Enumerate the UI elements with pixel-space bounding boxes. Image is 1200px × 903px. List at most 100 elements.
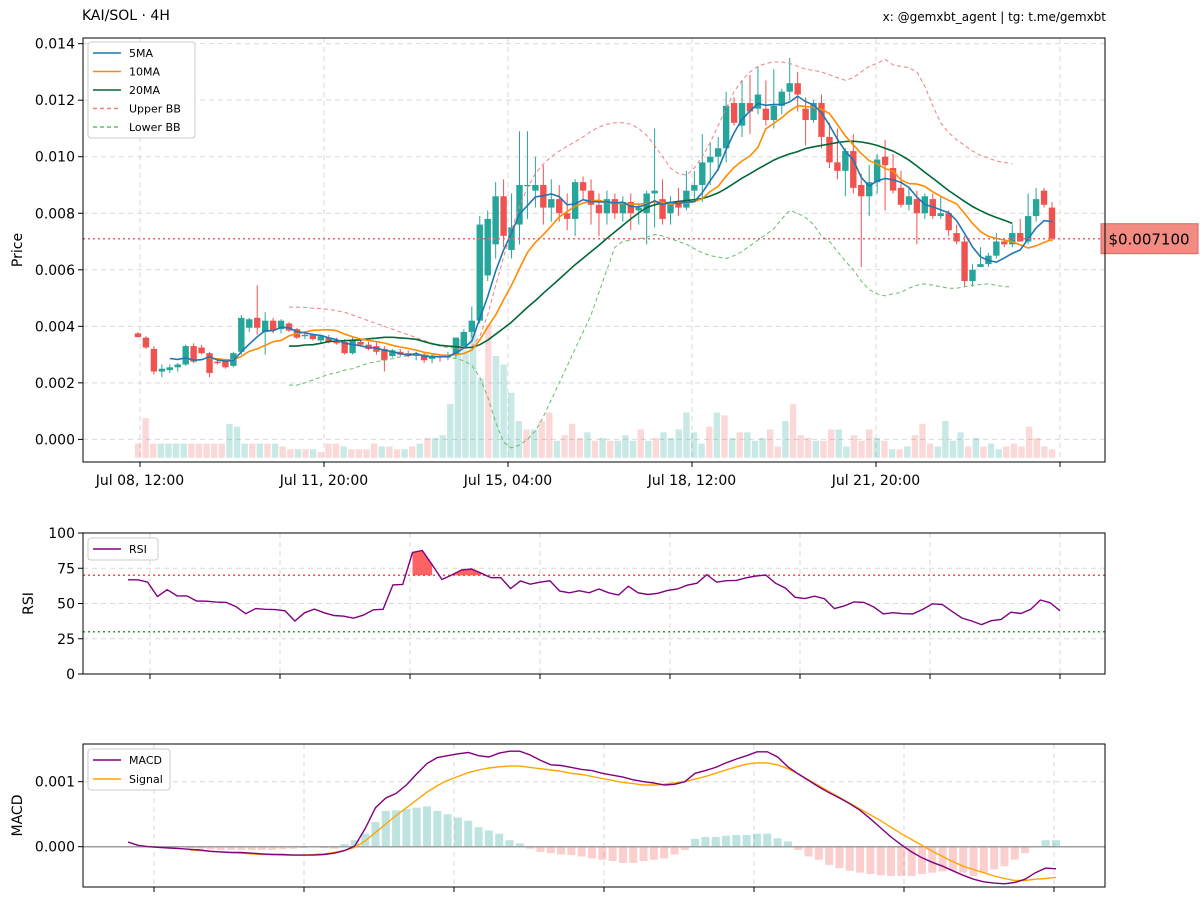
candle-body: [770, 105, 778, 120]
macd-histogram-bar: [453, 817, 462, 847]
macd-histogram-bar: [979, 846, 988, 873]
candle-body: [492, 196, 499, 245]
ma20-line: [289, 140, 1013, 349]
candle-body: [977, 264, 984, 267]
volume-bar: [660, 432, 667, 458]
candle-body: [794, 83, 801, 95]
macd-histogram-bar: [216, 846, 225, 850]
legend-label: Upper BB: [129, 103, 181, 116]
volume-bar: [637, 429, 644, 458]
candle-body: [866, 182, 873, 197]
volume-bar: [416, 443, 424, 458]
macd-histogram-bar: [856, 846, 865, 873]
volume-bar: [690, 432, 698, 458]
macd-histogram-bar: [495, 833, 504, 847]
volume-bar: [850, 435, 858, 458]
ma5-line: [169, 95, 1053, 362]
candle-body: [659, 199, 666, 219]
price-panel: $0.007100 0.000 0.002 0.004 0.006 0.008 0.010 0…: [10, 37, 1199, 489]
legend-label: RSI: [129, 543, 147, 556]
macd-histogram-bar: [608, 846, 617, 861]
volume-bar: [759, 437, 766, 458]
candle-body: [579, 182, 587, 191]
macd-histogram-bar: [783, 841, 792, 847]
macd-histogram-bar: [649, 846, 658, 860]
volume-bar: [325, 443, 332, 458]
macd-histogram-bar: [835, 846, 844, 869]
volume-bar: [180, 443, 187, 458]
volume-bar: [203, 443, 210, 458]
volume-bar: [896, 449, 903, 458]
legend-label: Lower BB: [129, 121, 181, 134]
candle-body: [357, 341, 364, 345]
candle-body: [198, 347, 205, 354]
y-tick-label: 0.006: [35, 263, 75, 279]
candle-body: [261, 320, 269, 332]
candle-body: [381, 348, 388, 361]
volume-bar: [256, 443, 264, 458]
macd-histogram-bar: [196, 846, 205, 849]
candle-body: [850, 151, 857, 188]
volume-bar: [652, 437, 660, 458]
volume-bar: [972, 437, 980, 458]
candle-body: [325, 337, 332, 342]
volume-bar: [645, 440, 652, 458]
macd-histogram-bar: [639, 846, 648, 861]
volume-bar: [546, 412, 553, 458]
volume-bar: [965, 446, 972, 458]
volume-bar: [667, 437, 675, 458]
volume-bar: [469, 324, 477, 458]
volume-bar: [348, 449, 355, 458]
macd-histogram-bar: [598, 846, 607, 860]
macd-histogram-bar: [278, 846, 287, 850]
volume-bar: [820, 440, 827, 458]
volume-bar: [233, 426, 241, 458]
candle-body: [714, 148, 722, 157]
volume-bar: [363, 449, 370, 458]
legend-label: MACD: [129, 754, 162, 767]
legend-box: [87, 41, 196, 139]
volume-bar: [386, 446, 393, 458]
volume-bar: [866, 429, 873, 458]
volume-bar: [302, 449, 309, 458]
volume-bar: [980, 446, 987, 458]
candle-body: [873, 159, 881, 183]
macd-legend: MACD Signal: [87, 748, 171, 791]
candle-body: [134, 333, 142, 338]
volume-bar: [881, 440, 888, 458]
candle-body: [158, 368, 166, 372]
volume-bar: [370, 443, 378, 458]
volume-bar: [355, 449, 363, 458]
candle-body: [603, 199, 611, 214]
volume-bar: [393, 449, 401, 458]
candle-body: [786, 83, 793, 92]
candle-body: [389, 350, 396, 356]
candle-body: [516, 184, 523, 225]
candle-body: [222, 360, 229, 368]
macd-histogram-bar: [907, 846, 916, 876]
volume-bar: [949, 440, 957, 458]
macd-histogram-bar: [515, 843, 524, 847]
chart-title: KAI/SOL · 4H: [82, 8, 170, 24]
volume-bar: [226, 423, 233, 458]
candle-body: [1032, 199, 1040, 217]
macd-histogram-bar: [536, 846, 545, 852]
candle-body: [214, 361, 221, 364]
macd-histogram-bar: [381, 810, 390, 847]
candle-body: [961, 241, 968, 282]
macd-histogram-bar: [268, 846, 277, 850]
candle-body: [532, 184, 539, 191]
candle-body: [969, 269, 976, 282]
macd-histogram-bar: [825, 846, 834, 865]
candle-body: [667, 201, 674, 214]
candle-body: [635, 207, 642, 211]
macd-histogram-bar: [350, 840, 359, 847]
rsi-legend: RSI: [87, 537, 159, 561]
legend-label: 10MA: [129, 66, 160, 79]
candle-body: [842, 151, 849, 171]
macd-histogram-bar: [484, 830, 493, 847]
volume-bar: [713, 412, 721, 458]
volume-bar: [797, 435, 804, 458]
volume-bar: [424, 437, 431, 458]
